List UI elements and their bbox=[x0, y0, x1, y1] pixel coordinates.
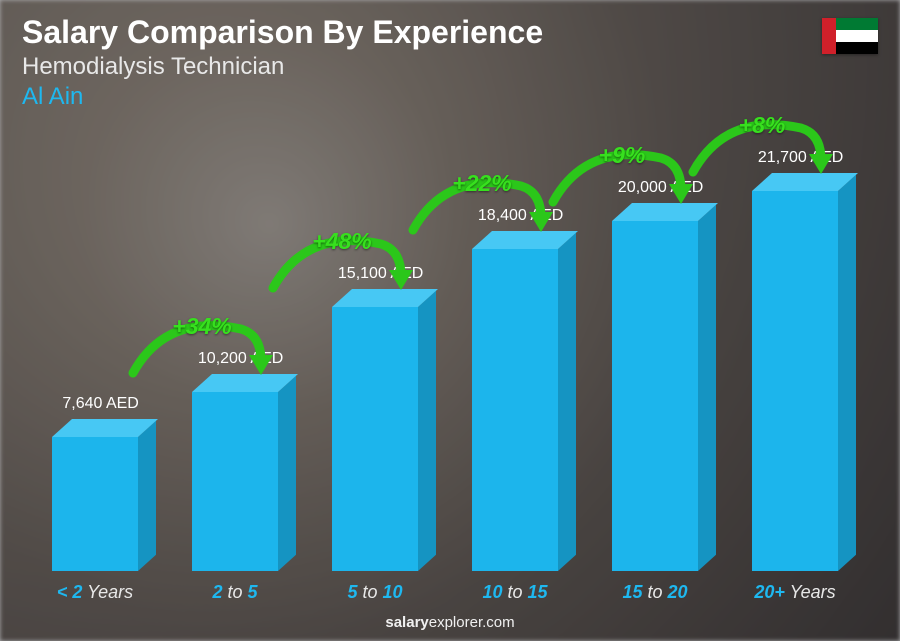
bar-slot: 21,700 AED+8% bbox=[730, 150, 860, 571]
growth-pct-label: +9% bbox=[547, 142, 697, 169]
content-layer: Salary Comparison By Experience Hemodial… bbox=[0, 0, 900, 641]
footer-brand: salaryexplorer.com bbox=[0, 614, 900, 631]
growth-annotation: +8% bbox=[687, 112, 837, 139]
chart-location: Al Ain bbox=[22, 83, 543, 111]
bar-side bbox=[278, 376, 296, 571]
x-tick-label: 10 to 15 bbox=[450, 582, 580, 603]
x-tick-label: 2 to 5 bbox=[170, 582, 300, 603]
bar-front bbox=[612, 221, 698, 571]
growth-pct-label: +34% bbox=[127, 313, 277, 340]
bar bbox=[472, 249, 558, 571]
footer-brand-bold: salary bbox=[385, 614, 428, 631]
bar-side bbox=[698, 205, 716, 571]
bar-side bbox=[558, 233, 576, 571]
bar bbox=[192, 392, 278, 571]
bar-slot: 10,200 AED+34% bbox=[170, 150, 300, 571]
bar-front bbox=[752, 191, 838, 571]
growth-pct-label: +48% bbox=[267, 228, 417, 255]
bar-front bbox=[52, 437, 138, 571]
uae-flag-icon bbox=[822, 18, 878, 54]
bar-side bbox=[138, 421, 156, 571]
growth-annotation: +34% bbox=[127, 313, 277, 340]
x-tick-label: < 2 Years bbox=[30, 582, 160, 603]
chart-title: Salary Comparison By Experience bbox=[22, 14, 543, 51]
chart-subtitle: Hemodialysis Technician bbox=[22, 53, 543, 81]
footer-brand-rest: explorer.com bbox=[429, 614, 515, 631]
bar bbox=[52, 437, 138, 571]
header-block: Salary Comparison By Experience Hemodial… bbox=[22, 14, 543, 111]
bar-value-label: 7,640 AED bbox=[31, 395, 171, 413]
bar-front bbox=[472, 249, 558, 571]
bar bbox=[752, 191, 838, 571]
bar-front bbox=[192, 392, 278, 571]
growth-pct-label: +8% bbox=[687, 112, 837, 139]
bar-side bbox=[418, 291, 436, 571]
growth-annotation: +48% bbox=[267, 228, 417, 255]
bar bbox=[612, 221, 698, 571]
bar-chart: 7,640 AED10,200 AED+34%15,100 AED+48%18,… bbox=[30, 150, 860, 571]
x-tick-label: 15 to 20 bbox=[590, 582, 720, 603]
x-tick-label: 5 to 10 bbox=[310, 582, 440, 603]
growth-annotation: +9% bbox=[547, 142, 697, 169]
growth-pct-label: +22% bbox=[407, 170, 557, 197]
bar-side bbox=[838, 175, 856, 571]
x-axis: < 2 Years 2 to 5 5 to 10 10 to 15 15 to 20 20… bbox=[30, 582, 860, 603]
bar-front bbox=[332, 307, 418, 571]
bar bbox=[332, 307, 418, 571]
growth-annotation: +22% bbox=[407, 170, 557, 197]
bar-slot: 20,000 AED+9% bbox=[590, 150, 720, 571]
x-tick-label: 20+ Years bbox=[730, 582, 860, 603]
